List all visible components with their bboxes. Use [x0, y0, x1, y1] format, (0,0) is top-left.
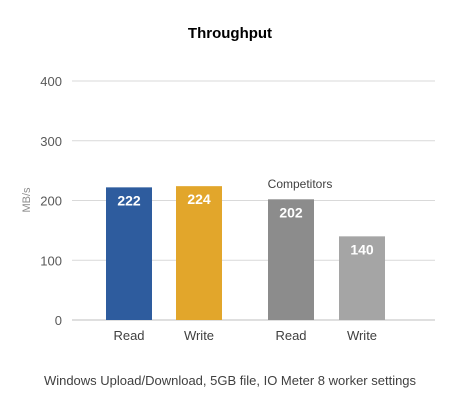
y-tick-label: 200 — [40, 194, 62, 209]
category-label: Read — [275, 328, 306, 343]
category-label: Write — [347, 328, 377, 343]
category-label: Read — [113, 328, 144, 343]
chart-title: Throughput — [188, 25, 272, 42]
bar-read-3 — [268, 199, 314, 320]
data-label: 222 — [117, 192, 141, 208]
y-tick-label: 300 — [40, 134, 62, 149]
category-labels: Read Write Read Write — [113, 328, 377, 343]
data-label: 140 — [350, 241, 374, 257]
data-labels: 222 224 202 140 — [117, 191, 374, 257]
chart-caption: Windows Upload/Download, 5GB file, IO Me… — [44, 373, 417, 388]
y-axis-label: MB/s — [21, 187, 33, 213]
category-label: Write — [184, 328, 214, 343]
y-tick-label: 400 — [40, 74, 62, 89]
bar-write-4 — [339, 236, 385, 320]
bar-write-2 — [176, 186, 222, 320]
y-axis-ticks: 0 100 200 300 400 — [40, 74, 62, 328]
data-label: 224 — [187, 191, 211, 207]
y-tick-label: 100 — [40, 253, 62, 268]
bars — [106, 186, 385, 320]
competitors-annotation: Competitors — [268, 177, 333, 191]
data-label: 202 — [279, 204, 303, 220]
bar-read-1 — [106, 187, 152, 320]
y-tick-label: 0 — [55, 313, 62, 328]
